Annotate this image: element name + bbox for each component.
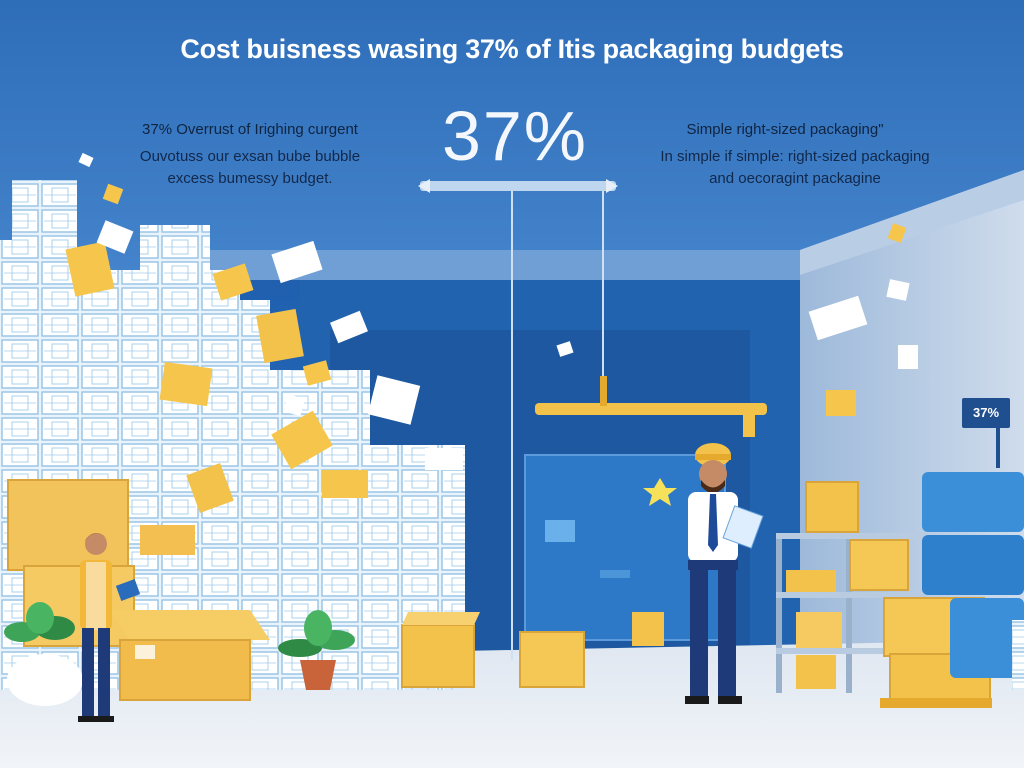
wall-sign (962, 398, 1010, 428)
right-body-line-2: and oecoragint packagine (709, 170, 881, 187)
worker-with-tablet (78, 532, 141, 722)
right-body: In simple if simple: right-sized packagi… (640, 146, 950, 190)
worker-with-hard-hat (685, 443, 764, 704)
right-body-line-1: In simple if simple: right-sized packagi… (660, 148, 930, 165)
wall-sign-label: 37% (972, 405, 1000, 420)
crane-beam (535, 403, 767, 415)
right-heading: Simple right-sized packaging" (686, 121, 884, 138)
left-body-line-2: excess bumessy budget. (167, 170, 333, 187)
left-body-line-1: Ouvotuss our exsan bube bubble (139, 148, 361, 165)
big-stat: 37% (441, 97, 589, 175)
page-title: Cost buisness wasing 37% of Itis packagi… (180, 34, 844, 64)
blue-containers (922, 472, 1024, 690)
ceiling-rail (420, 181, 616, 191)
flying-items (65, 152, 918, 513)
potted-plant-left (4, 602, 83, 706)
cardboard-box-group-center (401, 612, 664, 688)
potted-plant-center (278, 610, 355, 690)
left-body: Ouvotuss our exsan bube bubble excess bu… (110, 146, 390, 190)
left-heading: 37% Overrust of Irighing curgent (142, 121, 358, 138)
